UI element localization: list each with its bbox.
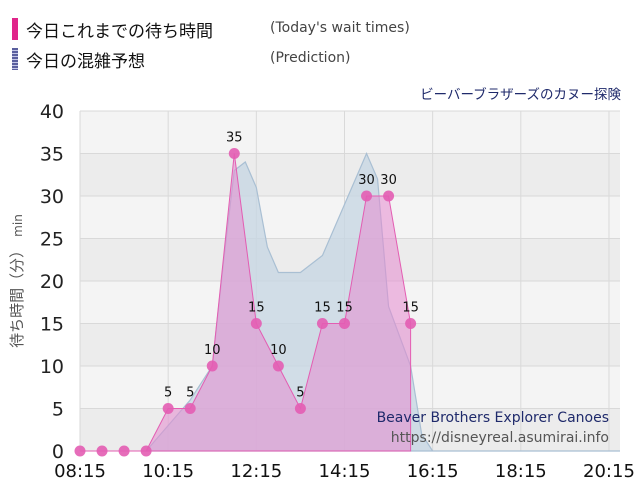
data-label: 5 [186,386,194,401]
legend-actual-note: (Today's wait times) [270,20,410,36]
data-label: 10 [204,343,221,358]
y-tick-label: 5 [52,399,64,421]
data-label: 30 [380,173,397,188]
x-tick-label: 12:15 [230,461,282,482]
data-point [338,318,350,329]
y-axis-label-text: 待ち時間（分） [8,243,26,348]
data-point [74,445,86,457]
y-tick-label: 35 [40,144,64,166]
data-point [206,360,218,372]
attraction-title: ビーバーブラザーズのカヌー探険 [420,86,621,103]
data-label: 15 [336,301,353,316]
legend-prediction-label: 今日の混雑予想 [26,52,145,72]
data-point [184,403,196,414]
data-point [228,148,240,159]
data-point [405,318,417,329]
legend-prediction-swatch [12,48,18,70]
data-label: 15 [314,301,331,316]
watermark-title: Beaver Brothers Explorer Canoes [377,410,609,426]
data-label: 5 [296,386,304,401]
data-point [383,190,395,202]
x-tick-label: 10:15 [142,461,194,482]
y-tick-label: 30 [40,186,64,208]
y-tick-label: 0 [52,441,64,463]
data-point [361,190,373,202]
y-tick-label: 15 [40,314,64,336]
data-point [316,318,328,329]
data-point [140,445,152,457]
data-point [162,403,174,414]
data-label: 15 [402,301,419,316]
data-label: 10 [270,343,287,358]
legend-actual-label: 今日これまでの待ち時間 [26,22,213,42]
data-label: 30 [358,173,375,188]
watermark-url: https://disneyreal.asumirai.info [391,430,609,446]
y-axis-label: 待ち時間（分） min [8,214,26,348]
data-point [294,403,306,414]
x-tick-label: 18:15 [495,461,547,482]
data-point [118,445,130,457]
data-label: 35 [226,131,243,146]
grid-band [80,153,620,196]
legend-actual-swatch [12,18,18,40]
y-tick-label: 40 [40,101,64,123]
y-tick-label: 25 [40,229,64,251]
x-tick-label: 20:15 [583,461,635,482]
data-point [272,360,284,372]
y-tick-label: 10 [40,356,64,378]
legend-prediction-note: (Prediction) [270,50,351,66]
data-label: 15 [248,301,265,316]
y-tick-label: 20 [40,271,64,293]
x-tick-label: 08:15 [54,461,106,482]
data-point [96,445,108,457]
x-tick-label: 16:15 [407,461,459,482]
data-point [250,318,262,329]
y-axis-unit: min [11,214,25,237]
x-tick-label: 14:15 [319,461,371,482]
data-label: 5 [164,386,172,401]
